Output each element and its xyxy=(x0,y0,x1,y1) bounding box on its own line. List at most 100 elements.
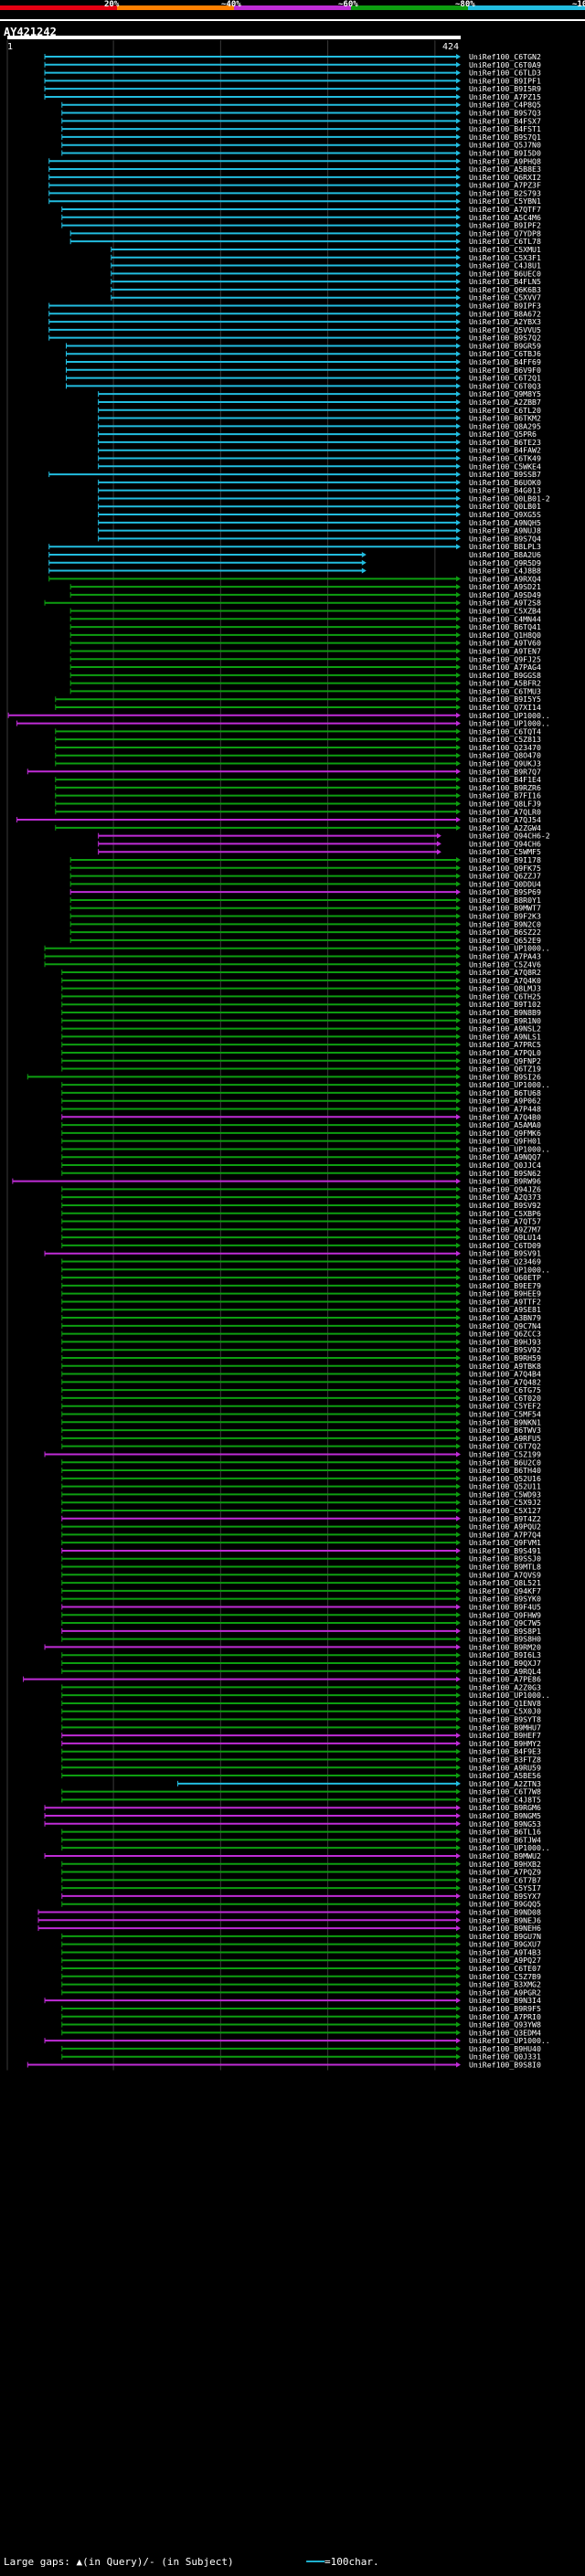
hit-end-arrow xyxy=(456,1700,461,1706)
hit-label: UniRef100_Q6RXI2 xyxy=(469,173,541,182)
identity-legend: 20% ~40% ~60% ~80% ~100% xyxy=(0,0,585,21)
hit-end-arrow xyxy=(456,1925,461,1932)
hit-label: UniRef100_A7PA43 xyxy=(469,951,541,960)
hit-end-arrow xyxy=(456,864,461,871)
hit-row: UniRef100_B9HEE9 xyxy=(61,1289,541,1299)
hit-end-arrow xyxy=(456,472,461,478)
hit-label: UniRef100_Q3EDM4 xyxy=(469,2028,541,2037)
hit-label: UniRef100_C6TL20 xyxy=(469,406,541,415)
hit-end-arrow xyxy=(456,599,461,606)
hit-label: UniRef100_B9NG53 xyxy=(469,1819,541,1829)
hit-row: UniRef100_C5XZB4 xyxy=(69,607,541,616)
hit-end-arrow xyxy=(456,2005,461,2011)
hit-label: UniRef100_C6TBJ6 xyxy=(469,349,541,358)
hit-row: UniRef100_Q652E9 xyxy=(69,936,541,945)
hit-label: UniRef100_C5XVV7 xyxy=(469,293,541,302)
hit-label: UniRef100_A5B8E3 xyxy=(469,164,541,174)
hit-row: UniRef100_Q0LB01 xyxy=(98,502,541,511)
hit-row: UniRef100_Q52U16 xyxy=(61,1474,541,1483)
hit-row: UniRef100_Q9C7N4 xyxy=(61,1321,541,1330)
hit-row: UniRef100_B7FI16 xyxy=(55,791,541,800)
hit-row: UniRef100_C6TE07 xyxy=(61,1964,541,1973)
hit-end-arrow xyxy=(456,1065,461,1072)
hit-end-arrow xyxy=(456,664,461,671)
hit-end-arrow xyxy=(456,1082,461,1088)
hit-label: UniRef100_A7P448 xyxy=(469,1104,541,1113)
hit-label: UniRef100_A7PQL0 xyxy=(469,1048,541,1057)
hit-row: UniRef100_A7Q4B0 xyxy=(61,1112,541,1121)
hit-label: UniRef100_A2Q373 xyxy=(469,1193,541,1202)
hit-row: UniRef100_C6T2Q1 xyxy=(65,374,541,383)
hit-row: UniRef100_Q7YDP8 xyxy=(69,228,541,238)
hit-row: UniRef100_B9S7Q3 xyxy=(61,109,541,118)
hit-row: UniRef100_A5BE56 xyxy=(61,1771,541,1780)
hit-row: UniRef100_UP1000.. xyxy=(44,944,550,953)
hit-label: UniRef100_B9NKN1 xyxy=(469,1417,541,1426)
hit-row: UniRef100_B9RM20 xyxy=(44,1642,541,1651)
hit-end-arrow xyxy=(456,479,461,485)
hit-row: UniRef100_B9F2K3 xyxy=(69,912,541,921)
hit-row: UniRef100_B6TU68 xyxy=(61,1088,541,1097)
hit-row: UniRef100_A9SD49 xyxy=(69,590,541,599)
hit-end-arrow xyxy=(456,1057,461,1064)
hit-row: UniRef100_A2ZBB7 xyxy=(98,398,541,407)
hit-row: UniRef100_B9MWT7 xyxy=(69,904,541,913)
hit-label: UniRef100_A7PAG4 xyxy=(469,663,541,672)
hit-row: UniRef100_C5XBP6 xyxy=(61,1209,541,1218)
hit-row: UniRef100_UP1000.. xyxy=(7,711,550,720)
query-id-title: AY421242 xyxy=(4,26,57,38)
hit-end-arrow xyxy=(456,359,461,366)
hit-row: UniRef100_B9IPF3 xyxy=(48,301,541,310)
hit-label: UniRef100_A9PGR2 xyxy=(469,1988,541,1997)
hit-end-arrow xyxy=(456,1788,461,1795)
hit-label: UniRef100_A7Q8R2 xyxy=(469,968,541,977)
hit-end-arrow xyxy=(456,728,461,735)
hit-end-arrow xyxy=(456,1595,461,1602)
hit-label: UniRef100_A5BE56 xyxy=(469,1771,541,1780)
hit-row: UniRef100_A9NLS1 xyxy=(61,1032,541,1041)
hit-row: UniRef100_C6TL78 xyxy=(69,237,541,246)
hit-label: UniRef100_C6TL78 xyxy=(469,237,541,246)
hit-end-arrow xyxy=(456,311,461,317)
hit-end-arrow xyxy=(456,2021,461,2028)
hit-end-arrow xyxy=(456,1813,461,1819)
hit-end-arrow xyxy=(456,1362,461,1369)
hit-end-arrow xyxy=(456,576,461,582)
hit-label: UniRef100_A7QT57 xyxy=(469,1217,541,1226)
hit-label: UniRef100_C6T7B7 xyxy=(469,1875,541,1884)
hit-end-arrow xyxy=(456,166,461,173)
hit-label: UniRef100_A9SD21 xyxy=(469,582,541,591)
hit-label: UniRef100_Q60ETP xyxy=(469,1273,541,1282)
hit-label: UniRef100_C5X0J0 xyxy=(469,1707,541,1716)
hit-end-arrow xyxy=(436,841,441,847)
hit-row: UniRef100_B9R7Q7 xyxy=(27,767,541,776)
hit-label: UniRef100_Q8L521 xyxy=(469,1578,541,1587)
hit-end-arrow xyxy=(456,591,461,598)
hit-end-arrow xyxy=(456,391,461,398)
hit-label: UniRef100_C5Z199 xyxy=(469,1449,541,1458)
hit-label: UniRef100_Q0J331 xyxy=(469,2052,541,2062)
hit-end-arrow xyxy=(456,319,461,325)
footer-legend: Large gaps: ▲(in Query)/- (in Subject) ━… xyxy=(4,2556,379,2568)
hit-row: UniRef100_A5B8E3 xyxy=(48,164,541,174)
hit-end-arrow xyxy=(456,1885,461,1892)
hit-label: UniRef100_B9MHU7 xyxy=(469,1723,541,1732)
hit-row: UniRef100_B9NGM5 xyxy=(44,1811,541,1820)
hit-row: UniRef100_A9PQU2 xyxy=(61,1522,541,1532)
hit-row: UniRef100_A2YBX3 xyxy=(48,317,541,326)
hit-label: UniRef100_Q9UKJ3 xyxy=(469,759,541,769)
hit-label: UniRef100_C5Z4V6 xyxy=(469,959,541,969)
hit-label: UniRef100_A7Q482 xyxy=(469,1377,541,1386)
hit-end-arrow xyxy=(456,584,461,590)
hit-row: UniRef100_C6T0Q3 xyxy=(65,381,541,390)
hit-row: UniRef100_Q8L521 xyxy=(61,1578,541,1587)
hit-label: UniRef100_UP1000.. xyxy=(469,1144,550,1153)
hit-end-arrow xyxy=(456,375,461,381)
hit-row: UniRef100_C6TD09 xyxy=(61,1241,541,1250)
hit-label: UniRef100_Q8O470 xyxy=(469,751,541,760)
hit-end-arrow xyxy=(456,624,461,631)
hit-end-arrow xyxy=(456,1733,461,1739)
hit-row: UniRef100_B9I178 xyxy=(69,855,541,864)
hit-label: UniRef100_C5YEF2 xyxy=(469,1402,541,1411)
